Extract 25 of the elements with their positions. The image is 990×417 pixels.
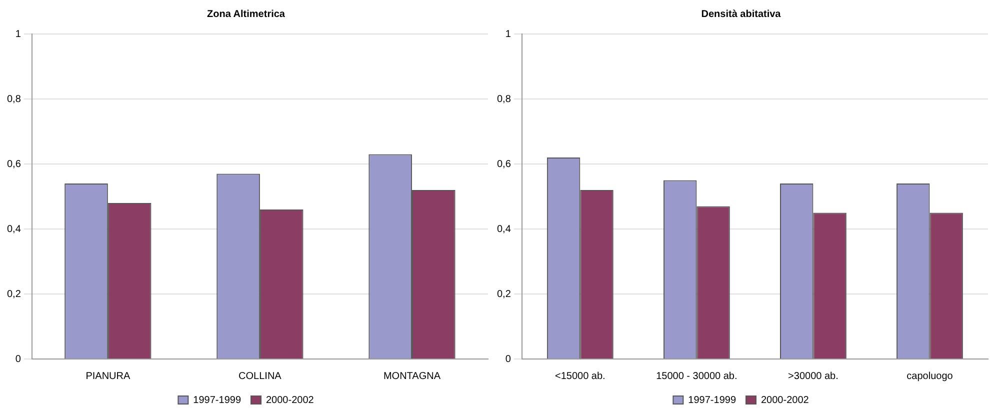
legend-label: 1997-1999 (193, 394, 242, 406)
y-tick-label: 0 (505, 354, 512, 365)
y-tick-label: 0,2 (496, 288, 512, 300)
y-tick-label: 1 (15, 28, 22, 40)
x-tick-label: >30000 ab. (788, 370, 838, 382)
x-tick-label: PIANURA (86, 370, 130, 382)
y-tick-label: 1 (505, 28, 512, 40)
y-tick-label: 0,8 (496, 94, 512, 105)
x-tick-label: capoluogo (906, 370, 954, 382)
x-tick-label: MONTAGNA (383, 370, 441, 382)
x-tick-label: COLLINA (238, 370, 282, 382)
x-tick-label: <15000 ab. (555, 370, 606, 382)
legend-label: 2000-2002 (761, 394, 810, 406)
y-tick-label: 0 (15, 354, 22, 365)
y-tick-label: 0,8 (6, 94, 22, 105)
y-tick-label: 0,4 (6, 224, 22, 235)
x-tick-label: 15000 - 30000 ab. (656, 370, 738, 382)
chart-title: Densità abitativa (701, 8, 782, 20)
y-tick-label: 0,6 (496, 158, 512, 170)
y-tick-label: 0,4 (496, 224, 512, 235)
legend-label: 1997-1999 (688, 394, 736, 406)
y-tick-label: 0,6 (6, 158, 22, 170)
legend-label: 2000-2002 (266, 394, 314, 406)
chart-title: Zona Altimetrica (207, 8, 286, 20)
y-tick-label: 0,2 (6, 288, 22, 300)
